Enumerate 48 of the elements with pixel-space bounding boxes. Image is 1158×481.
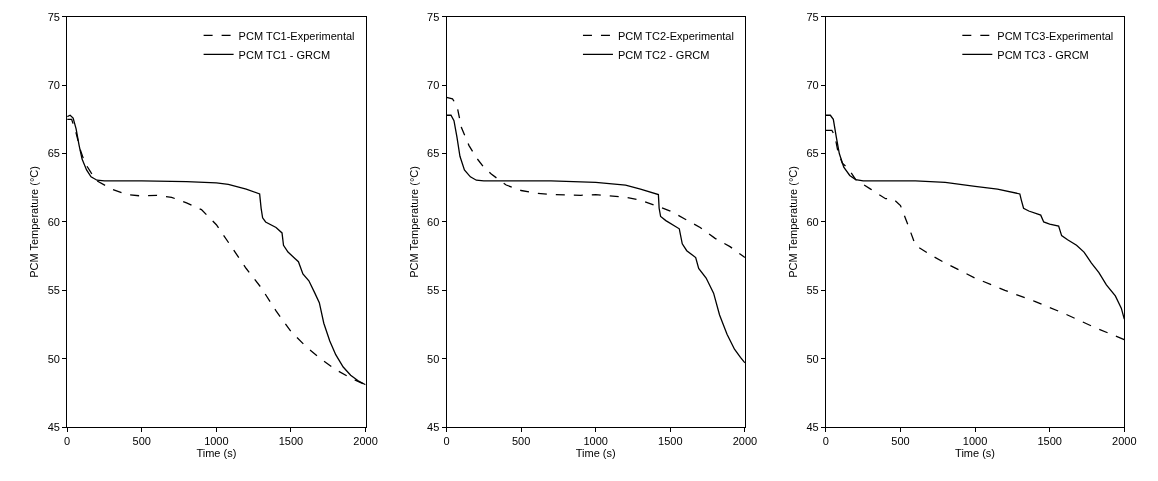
- y-tick-label: 70: [427, 79, 440, 91]
- x-tick-label: 1500: [1037, 435, 1062, 448]
- y-tick-label: 65: [806, 147, 819, 160]
- x-tick-label: 500: [511, 435, 531, 448]
- legend-label: PCM TC1 - GRCM: [238, 48, 331, 61]
- y-axis-title: PCM Temperature (°C): [787, 166, 800, 278]
- y-axis-title: PCM Temperature (°C): [28, 166, 41, 278]
- y-tick-label: 55: [427, 284, 440, 297]
- legend-label: PCM TC1-Experimental: [238, 29, 355, 42]
- y-tick-label: 75: [427, 10, 440, 23]
- legend-label: PCM TC2 - GRCM: [617, 48, 710, 61]
- y-tick-label: 45: [47, 421, 60, 434]
- x-tick-label: 0: [443, 435, 450, 448]
- y-tick-label: 70: [47, 79, 60, 91]
- y-tick-label: 75: [806, 10, 819, 23]
- x-tick-label: 2000: [732, 435, 758, 448]
- y-tick-label: 50: [427, 352, 440, 365]
- x-tick-label: 1000: [204, 435, 229, 448]
- y-tick-label: 65: [427, 147, 440, 160]
- y-tick-label: 60: [806, 215, 819, 228]
- x-axis-title: Time (s): [955, 447, 996, 460]
- y-axis-title: PCM Temperature (°C): [407, 166, 420, 278]
- y-tick-label: 65: [47, 147, 60, 160]
- y-tick-label: 60: [427, 215, 440, 228]
- x-tick-label: 0: [822, 435, 829, 448]
- x-tick-label: 1500: [278, 435, 304, 448]
- x-axis-title: Time (s): [196, 447, 237, 460]
- legend-label: PCM TC3 - GRCM: [997, 48, 1089, 61]
- y-tick-label: 45: [806, 421, 819, 434]
- x-tick-label: 2000: [1112, 435, 1137, 448]
- x-tick-label: 500: [891, 435, 910, 448]
- x-tick-label: 0: [64, 435, 71, 448]
- x-tick-label: 1000: [962, 435, 988, 448]
- y-tick-label: 60: [47, 215, 60, 228]
- x-tick-label: 1000: [583, 435, 608, 448]
- y-tick-label: 55: [47, 284, 60, 297]
- x-tick-label: 500: [132, 435, 151, 448]
- y-tick-label: 75: [47, 10, 60, 23]
- y-tick-label: 50: [806, 352, 819, 365]
- legend-label: PCM TC3-Experimental: [997, 29, 1114, 42]
- y-tick-label: 45: [427, 421, 440, 434]
- legend-label: PCM TC2-Experimental: [617, 29, 734, 42]
- x-axis-title: Time (s): [575, 447, 616, 460]
- y-tick-label: 55: [806, 284, 819, 297]
- x-tick-label: 2000: [353, 435, 378, 448]
- x-tick-label: 1500: [658, 435, 683, 448]
- y-tick-label: 70: [806, 79, 819, 91]
- y-tick-label: 50: [47, 352, 60, 365]
